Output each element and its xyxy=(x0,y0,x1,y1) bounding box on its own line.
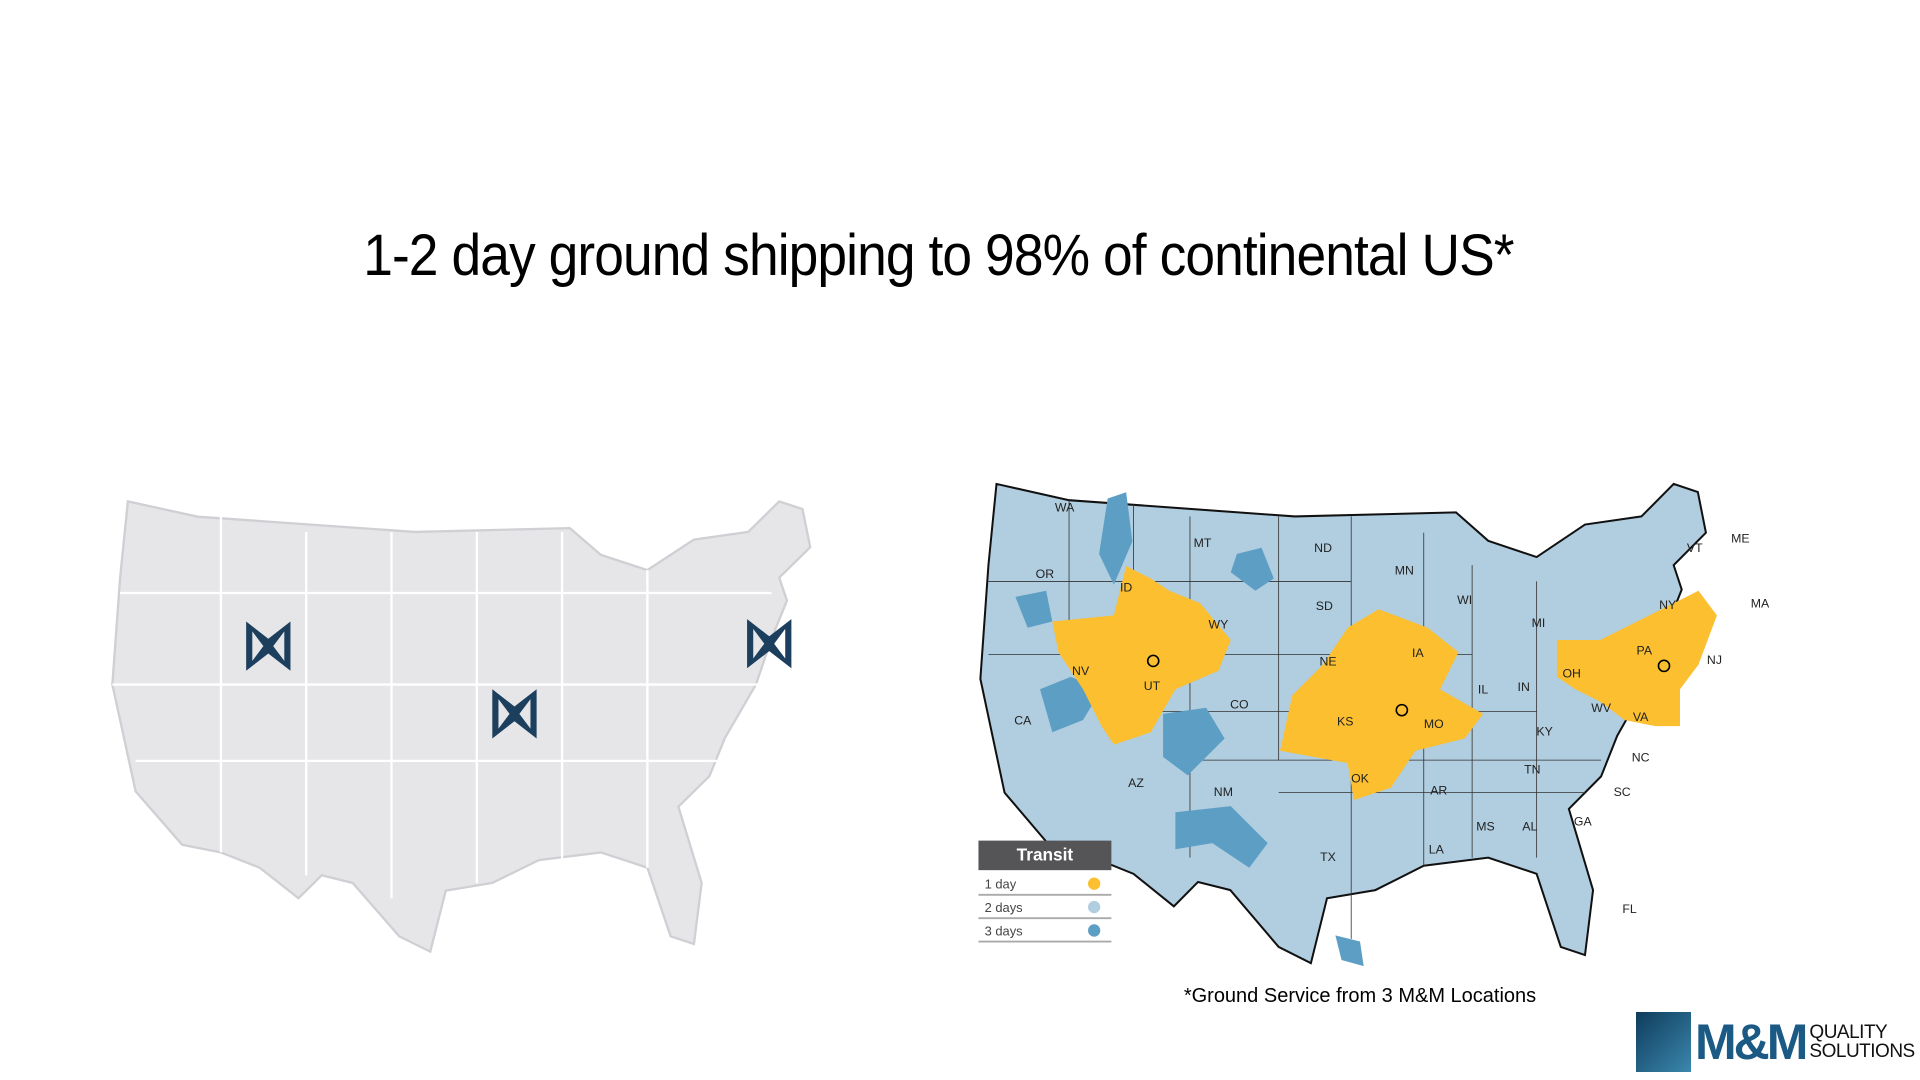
one-day-zones xyxy=(1052,566,1717,800)
state-label-nc: NC xyxy=(1632,750,1650,764)
company-logo: M&M QUALITY SOLUTIONS xyxy=(1636,1011,1915,1073)
state-label-or: OR xyxy=(1036,567,1055,581)
state-label-tx: TX xyxy=(1320,850,1336,864)
state-label-mi: MI xyxy=(1532,616,1546,630)
gray-us-map xyxy=(111,500,812,953)
state-label-in: IN xyxy=(1518,680,1530,694)
state-label-ky: KY xyxy=(1536,725,1552,739)
legend-label: 3 days xyxy=(985,923,1023,938)
state-label-wy: WY xyxy=(1209,617,1229,631)
state-label-ar: AR xyxy=(1430,784,1447,798)
state-label-nj: NJ xyxy=(1707,653,1722,667)
legend-item: 1 day xyxy=(978,877,1112,896)
state-label-co: CO xyxy=(1230,697,1248,711)
star-icon xyxy=(1657,659,1671,673)
state-label-wa: WA xyxy=(1055,501,1075,515)
state-label-me: ME xyxy=(1731,531,1749,545)
state-label-wv: WV xyxy=(1591,701,1612,715)
state-label-sd: SD xyxy=(1316,599,1333,613)
logo-mark-icon xyxy=(1636,1012,1691,1072)
star-icon xyxy=(1146,654,1160,668)
state-label-la: LA xyxy=(1429,843,1445,857)
state-labels: WA OR CA NV ID MT WY UT AZ CO NM ND SD NE KS OK TX MN IA MO… xyxy=(1014,501,1770,916)
state-label-ut: UT xyxy=(1144,679,1161,693)
star-icon xyxy=(1395,703,1409,717)
state-label-ks: KS xyxy=(1337,715,1353,729)
logo-line1: QUALITY xyxy=(1809,1022,1888,1043)
legend-swatch xyxy=(1088,900,1101,914)
state-label-pa: PA xyxy=(1637,643,1653,657)
state-label-mo: MO xyxy=(1424,717,1444,731)
state-label-ma: MA xyxy=(1751,597,1770,611)
state-label-va: VA xyxy=(1633,710,1649,724)
state-label-vt: VT xyxy=(1687,541,1703,555)
state-label-nv: NV xyxy=(1072,664,1090,678)
legend-label: 2 days xyxy=(985,900,1023,915)
legend-title: Transit xyxy=(1017,844,1074,864)
legend-swatch xyxy=(1088,924,1101,937)
state-label-tn: TN xyxy=(1524,763,1540,777)
state-label-ne: NE xyxy=(1319,654,1336,668)
state-label-wi: WI xyxy=(1457,593,1472,607)
state-label-fl: FL xyxy=(1622,902,1637,916)
state-label-ia: IA xyxy=(1412,646,1424,660)
logo-mm: M&M xyxy=(1695,1014,1808,1070)
logo-line2: SOLUTIONS xyxy=(1809,1041,1915,1062)
state-label-sc: SC xyxy=(1614,785,1631,799)
state-label-al: AL xyxy=(1522,819,1537,833)
state-label-oh: OH xyxy=(1562,667,1580,681)
legend-label: 1 day xyxy=(985,877,1017,892)
state-label-il: IL xyxy=(1478,683,1488,697)
state-label-ca: CA xyxy=(1014,713,1032,727)
state-label-ok: OK xyxy=(1351,771,1370,785)
legend-item: 2 days xyxy=(978,900,1112,920)
state-label-ny: NY xyxy=(1659,598,1676,612)
state-label-id: ID xyxy=(1120,581,1132,595)
state-label-nd: ND xyxy=(1314,541,1332,555)
legend-item: 3 days xyxy=(978,923,1112,943)
state-label-ga: GA xyxy=(1574,814,1593,828)
page-title: 1-2 day ground shipping to 98% of contin… xyxy=(363,223,1514,288)
warehouse-star-icons xyxy=(1146,654,1671,717)
state-label-mt: MT xyxy=(1194,536,1212,550)
footnote: *Ground Service from 3 M&M Locations xyxy=(1183,985,1537,1007)
state-label-nm: NM xyxy=(1214,785,1233,799)
transit-legend: Transit 1 day 2 days 3 days xyxy=(978,840,1112,943)
legend-swatch xyxy=(1088,877,1101,890)
state-label-mn: MN xyxy=(1395,563,1414,577)
state-label-ms: MS xyxy=(1476,819,1494,833)
state-label-az: AZ xyxy=(1128,776,1144,790)
